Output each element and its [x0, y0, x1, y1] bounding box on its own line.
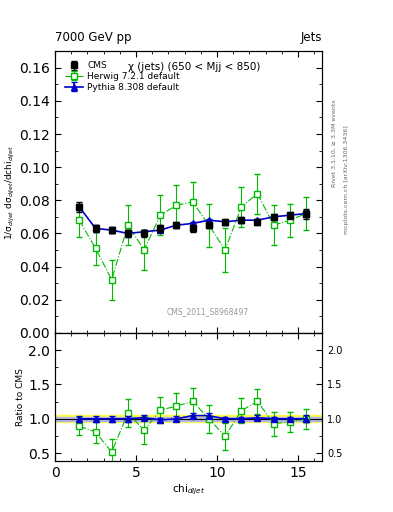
Text: Rivet 3.1.10, ≥ 3.3M events: Rivet 3.1.10, ≥ 3.3M events [332, 99, 337, 187]
Text: mcplots.cern.ch [arXiv:1306.3436]: mcplots.cern.ch [arXiv:1306.3436] [344, 125, 349, 233]
Text: χ (jets) (650 < Mjj < 850): χ (jets) (650 < Mjj < 850) [128, 62, 260, 73]
Text: 7000 GeV pp: 7000 GeV pp [55, 31, 132, 44]
Bar [55, 415, 322, 422]
Text: Jets: Jets [301, 31, 322, 44]
Legend: CMS, Herwig 7.2.1 default, Pythia 8.308 default: CMS, Herwig 7.2.1 default, Pythia 8.308 … [62, 58, 183, 95]
Y-axis label: 1/σ$_{dijet}$ dσ$_{dijet}$/dchi$_{dijet}$: 1/σ$_{dijet}$ dσ$_{dijet}$/dchi$_{dijet}… [4, 144, 17, 240]
Text: CMS_2011_S8968497: CMS_2011_S8968497 [166, 307, 248, 316]
Bar [55, 417, 322, 420]
Y-axis label: Ratio to CMS: Ratio to CMS [17, 368, 26, 426]
X-axis label: chi$_{dijet}$: chi$_{dijet}$ [172, 482, 206, 497]
